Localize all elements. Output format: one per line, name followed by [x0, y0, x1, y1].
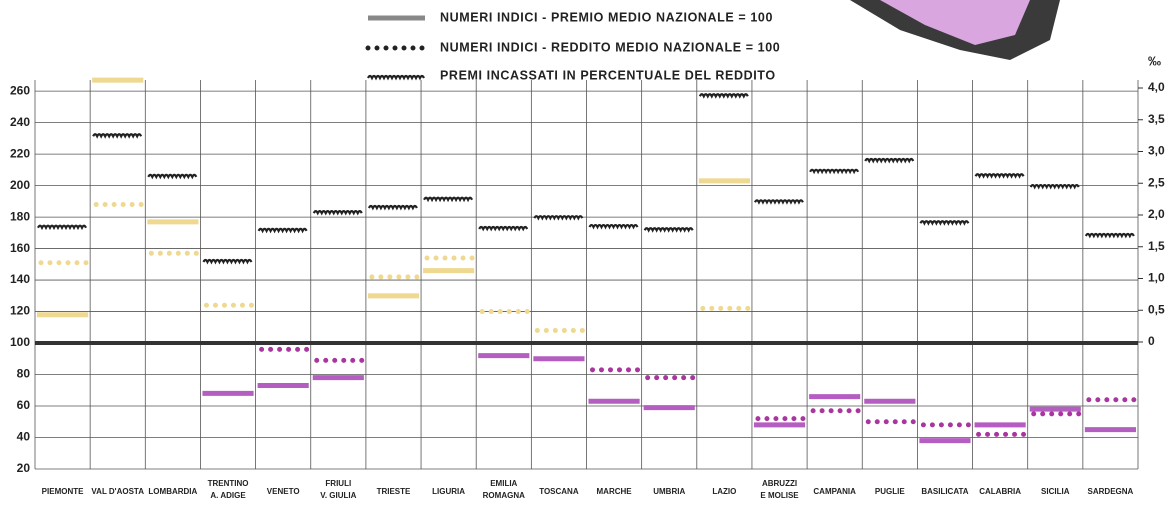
y-tick-label: 60	[17, 398, 31, 412]
y-tick-label: 80	[17, 367, 31, 381]
y2-tick-label: 2,0	[1148, 207, 1165, 221]
x-tick-label: FRIULI	[325, 479, 351, 488]
x-tick-label: TRIESTE	[377, 487, 411, 496]
ratio-segment	[37, 224, 87, 231]
x-tick-label: LIGURIA	[432, 487, 465, 496]
legend-label: NUMERI INDICI - REDDITO MEDIO NAZIONALE …	[440, 40, 780, 54]
ratio-segment	[367, 204, 418, 211]
ratio-segment	[864, 157, 915, 164]
y2-tick-label: 0,5	[1148, 302, 1165, 316]
x-tick-label: BASILICATA	[921, 487, 968, 496]
x-tick-label: TOSCANA	[539, 487, 579, 496]
x-tick-label: EMILIA	[490, 479, 517, 488]
y2-tick-label: 1,5	[1148, 239, 1165, 253]
x-tick-label: TRENTINO	[208, 479, 249, 488]
x-tick-label: PIEMONTE	[42, 487, 84, 496]
ratio-segment	[92, 133, 143, 139]
map-shape	[880, 0, 1030, 45]
ratio-segment	[809, 168, 860, 175]
y-tick-label: 240	[10, 115, 30, 129]
ratio-segment	[312, 210, 363, 216]
x-tick-label: E MOLISE	[760, 491, 799, 500]
y2-tick-label: 0	[1148, 334, 1155, 348]
ratio-segment	[698, 93, 749, 99]
ratio-segment	[919, 220, 970, 226]
x-tick-label: SARDEGNA	[1088, 487, 1134, 496]
ratio-segment	[478, 225, 529, 232]
x-tick-label: UMBRIA	[653, 487, 685, 496]
x-tick-label: VAL D'AOSTA	[91, 487, 144, 496]
ratio-segment	[753, 199, 804, 205]
legend-swatch	[367, 74, 425, 81]
ratio-segment	[202, 258, 253, 265]
ratio-segment	[1029, 183, 1080, 190]
x-tick-label: LOMBARDIA	[148, 487, 197, 496]
y-tick-label: 180	[10, 209, 30, 223]
ratio-segment	[533, 215, 584, 221]
ratio-segment	[974, 173, 1025, 179]
x-tick-label: ABRUZZI	[762, 479, 797, 488]
y-tick-label: 20	[17, 461, 31, 475]
x-tick-label: A. ADIGE	[210, 491, 246, 500]
ratio-segment	[588, 223, 639, 230]
ratio-segment	[1084, 232, 1135, 239]
x-tick-label: PUGLIE	[875, 487, 905, 496]
ratio-segment	[643, 227, 694, 233]
y2-tick-label: 2,5	[1148, 175, 1165, 189]
y-tick-label: 120	[10, 304, 30, 318]
y2-tick-label: 3,0	[1148, 144, 1165, 158]
y2-axis-label: ‰	[1148, 53, 1161, 68]
y2-tick-label: 4,0	[1148, 80, 1165, 94]
x-tick-label: SICILIA	[1041, 487, 1070, 496]
x-tick-label: LAZIO	[712, 487, 736, 496]
map-decoration	[850, 0, 1060, 60]
legend-label: NUMERI INDICI - PREMIO MEDIO NAZIONALE =…	[440, 10, 773, 24]
y-tick-label: 100	[10, 335, 30, 349]
y-tick-label: 40	[17, 430, 31, 444]
y-tick-label: 260	[10, 83, 30, 97]
y2-tick-label: 3,5	[1148, 112, 1165, 126]
y-tick-label: 140	[10, 272, 30, 286]
x-tick-label: V. GIULIA	[320, 491, 356, 500]
ratio-segment	[423, 196, 474, 203]
x-tick-label: CALABRIA	[979, 487, 1021, 496]
x-tick-label: MARCHE	[597, 487, 633, 496]
y-tick-label: 200	[10, 178, 30, 192]
y-tick-label: 160	[10, 241, 30, 255]
y-tick-label: 220	[10, 146, 30, 160]
x-tick-label: ROMAGNA	[483, 491, 525, 500]
y2-tick-label: 1,0	[1148, 271, 1165, 285]
legend-label: PREMI INCASSATI IN PERCENTUALE DEL REDDI…	[440, 68, 776, 82]
x-tick-label: CAMPANIA	[813, 487, 856, 496]
ratio-segment	[257, 227, 308, 234]
x-tick-label: VENETO	[267, 487, 300, 496]
ratio-segment	[147, 173, 198, 180]
